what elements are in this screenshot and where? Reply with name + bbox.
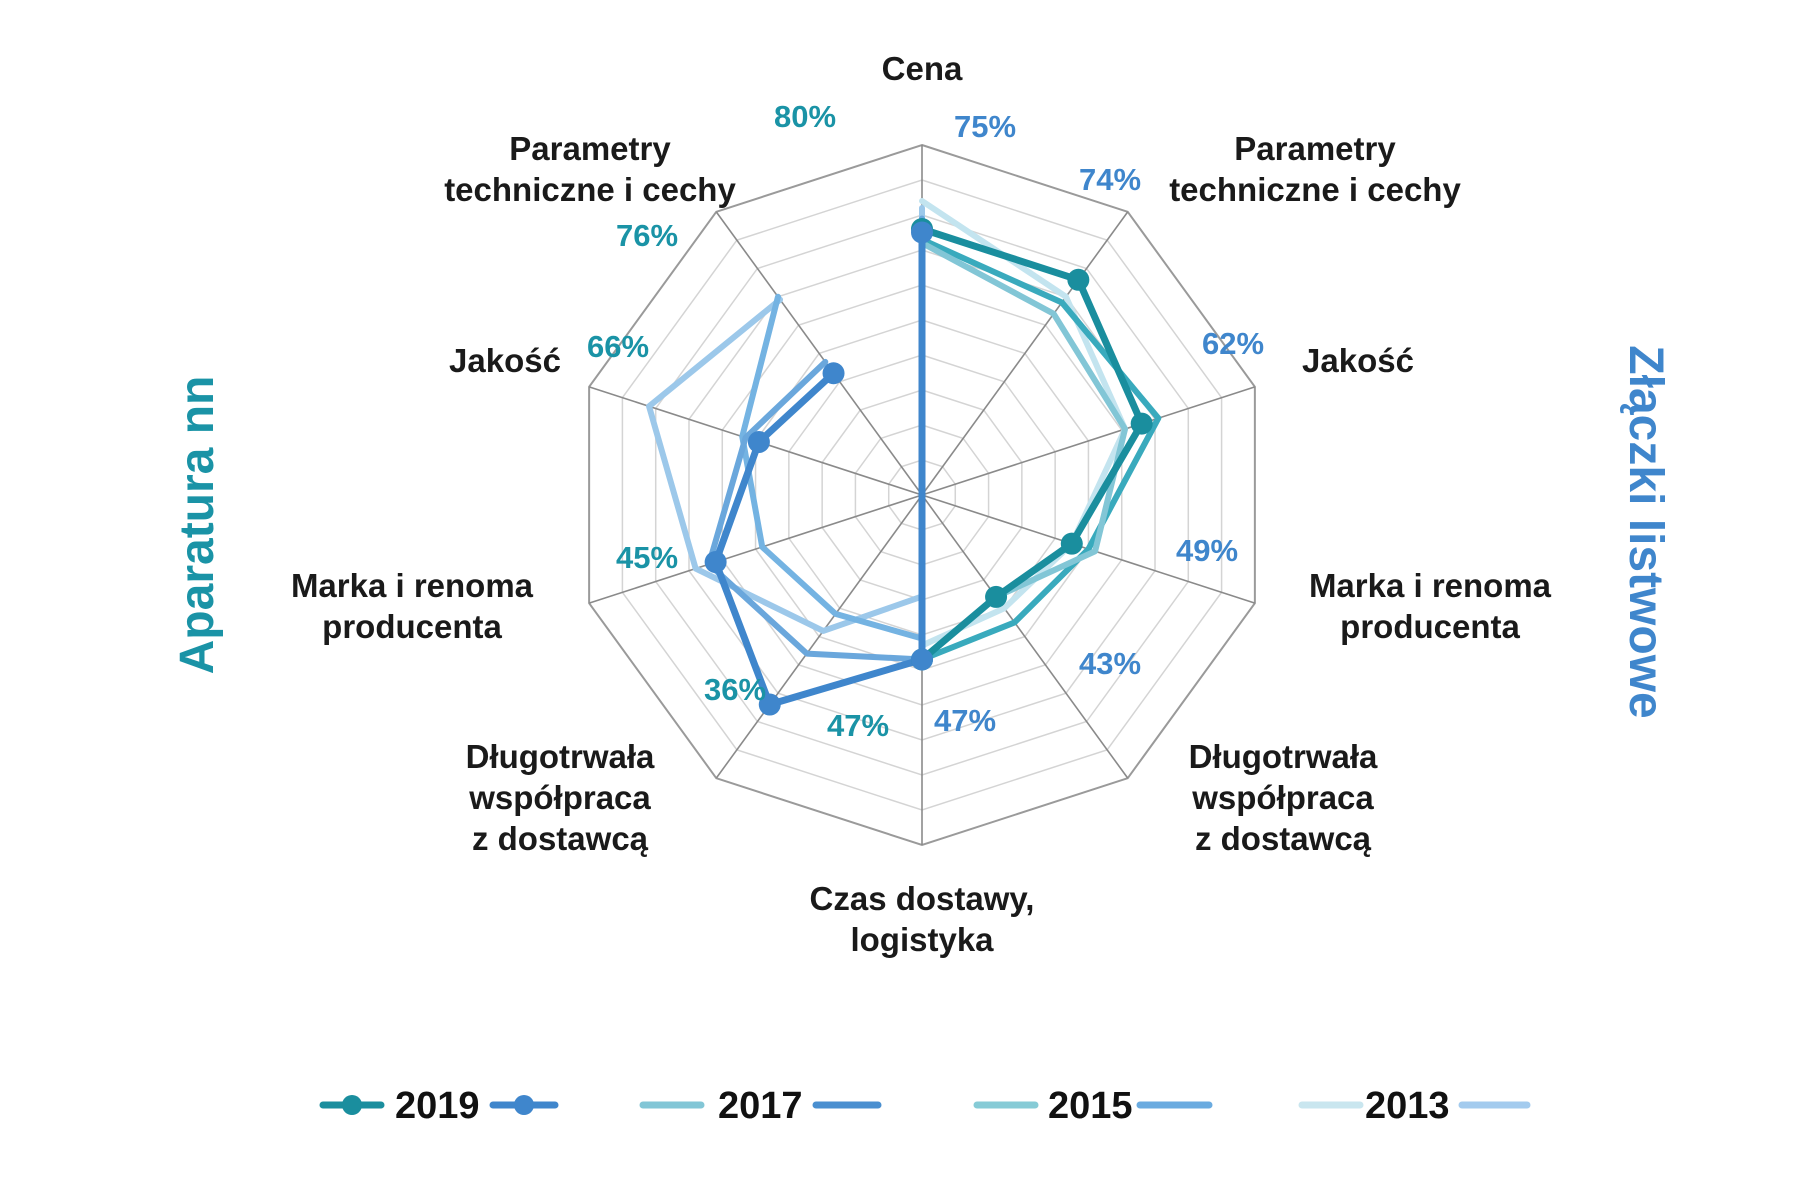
value-label: 47%: [827, 708, 889, 743]
value-labels: 80% 76% 66% 45% 36% 47% 75% 74% 62% 49% 43% 47%: [587, 99, 1264, 743]
series-line-zlaczki-2019: [712, 229, 926, 709]
axis-label: współpraca: [1191, 779, 1374, 816]
side-titles: Aparatura nn Złączki listwowe: [171, 345, 1672, 718]
data-point: [1067, 268, 1090, 291]
axis-label: z dostawcą: [472, 820, 649, 857]
legend-item-2019: 2019: [319, 1085, 559, 1127]
legend-item-2015: 2015: [973, 1085, 1213, 1127]
legend-label: 2019: [395, 1085, 480, 1127]
axis-label: Długotrwała: [466, 738, 655, 775]
side-title-left: Aparatura nn: [171, 376, 224, 675]
axis-label: logistyka: [850, 921, 994, 958]
data-point: [911, 221, 933, 244]
legend-marker: [514, 1095, 534, 1115]
axis-label: techniczne i cechy: [444, 171, 736, 208]
value-label: 80%: [774, 99, 836, 134]
legend-label: 2017: [718, 1085, 803, 1127]
value-label: 43%: [1079, 646, 1141, 681]
data-point: [822, 362, 845, 385]
series-line-aparatura-2015: [919, 236, 1162, 663]
axis-label: Marka i renoma: [291, 567, 534, 604]
axis-spoke: [921, 211, 1129, 496]
series-line-aparatura-2013: [919, 198, 1129, 649]
axis-spoke: [921, 386, 1256, 496]
axis-label: Parametry: [1234, 130, 1396, 167]
value-label: 76%: [616, 218, 678, 253]
data-point: [758, 693, 781, 716]
axis-spoke: [921, 494, 1129, 779]
axis-spoke: [588, 494, 923, 604]
axis-label: Cena: [882, 50, 963, 87]
legend-label: 2013: [1365, 1085, 1450, 1127]
axis-label: producenta: [322, 608, 502, 645]
axis-label: techniczne i cechy: [1169, 171, 1461, 208]
axis-label: z dostawcą: [1195, 820, 1372, 857]
data-point: [1130, 412, 1153, 435]
axis-label: Marka i renoma: [1309, 567, 1552, 604]
value-label: 75%: [954, 109, 1016, 144]
series-line-aparatura-2019: [918, 225, 1146, 663]
value-label: 45%: [616, 540, 678, 575]
value-label: 36%: [704, 672, 766, 707]
value-label: 49%: [1176, 533, 1238, 568]
axis-label: Parametry: [509, 130, 671, 167]
legend-label: 2015: [1048, 1085, 1133, 1127]
axis-label: współpraca: [468, 779, 651, 816]
legend-marker: [342, 1095, 362, 1115]
axis-spoke: [715, 494, 923, 779]
data-point: [704, 551, 727, 574]
value-label: 66%: [587, 329, 649, 364]
legend-item-2013: 2013: [1298, 1085, 1531, 1127]
radar-series: [646, 198, 1162, 709]
radar-markers: [704, 218, 1153, 716]
axis-label: Czas dostawy,: [810, 880, 1035, 917]
axis-label: Jakość: [449, 342, 561, 379]
axis-labels: Cena Parametry techniczne i cechy Jakość Mar…: [291, 50, 1552, 958]
axis-label: Jakość: [1302, 342, 1414, 379]
axis-spoke: [715, 211, 923, 496]
data-point: [911, 648, 933, 671]
side-title-right: Złączki listwowe: [1619, 345, 1672, 718]
data-point: [747, 431, 770, 454]
legend-item-2017: 2017: [639, 1085, 882, 1127]
value-label: 62%: [1202, 326, 1264, 361]
data-point: [1060, 532, 1083, 555]
legend: 2019 2017 2015 2013: [319, 1085, 1531, 1127]
value-label: 74%: [1079, 162, 1141, 197]
value-label: 47%: [934, 703, 996, 738]
data-point: [985, 585, 1008, 608]
axis-label: Długotrwała: [1189, 738, 1378, 775]
axis-label: producenta: [1340, 608, 1520, 645]
